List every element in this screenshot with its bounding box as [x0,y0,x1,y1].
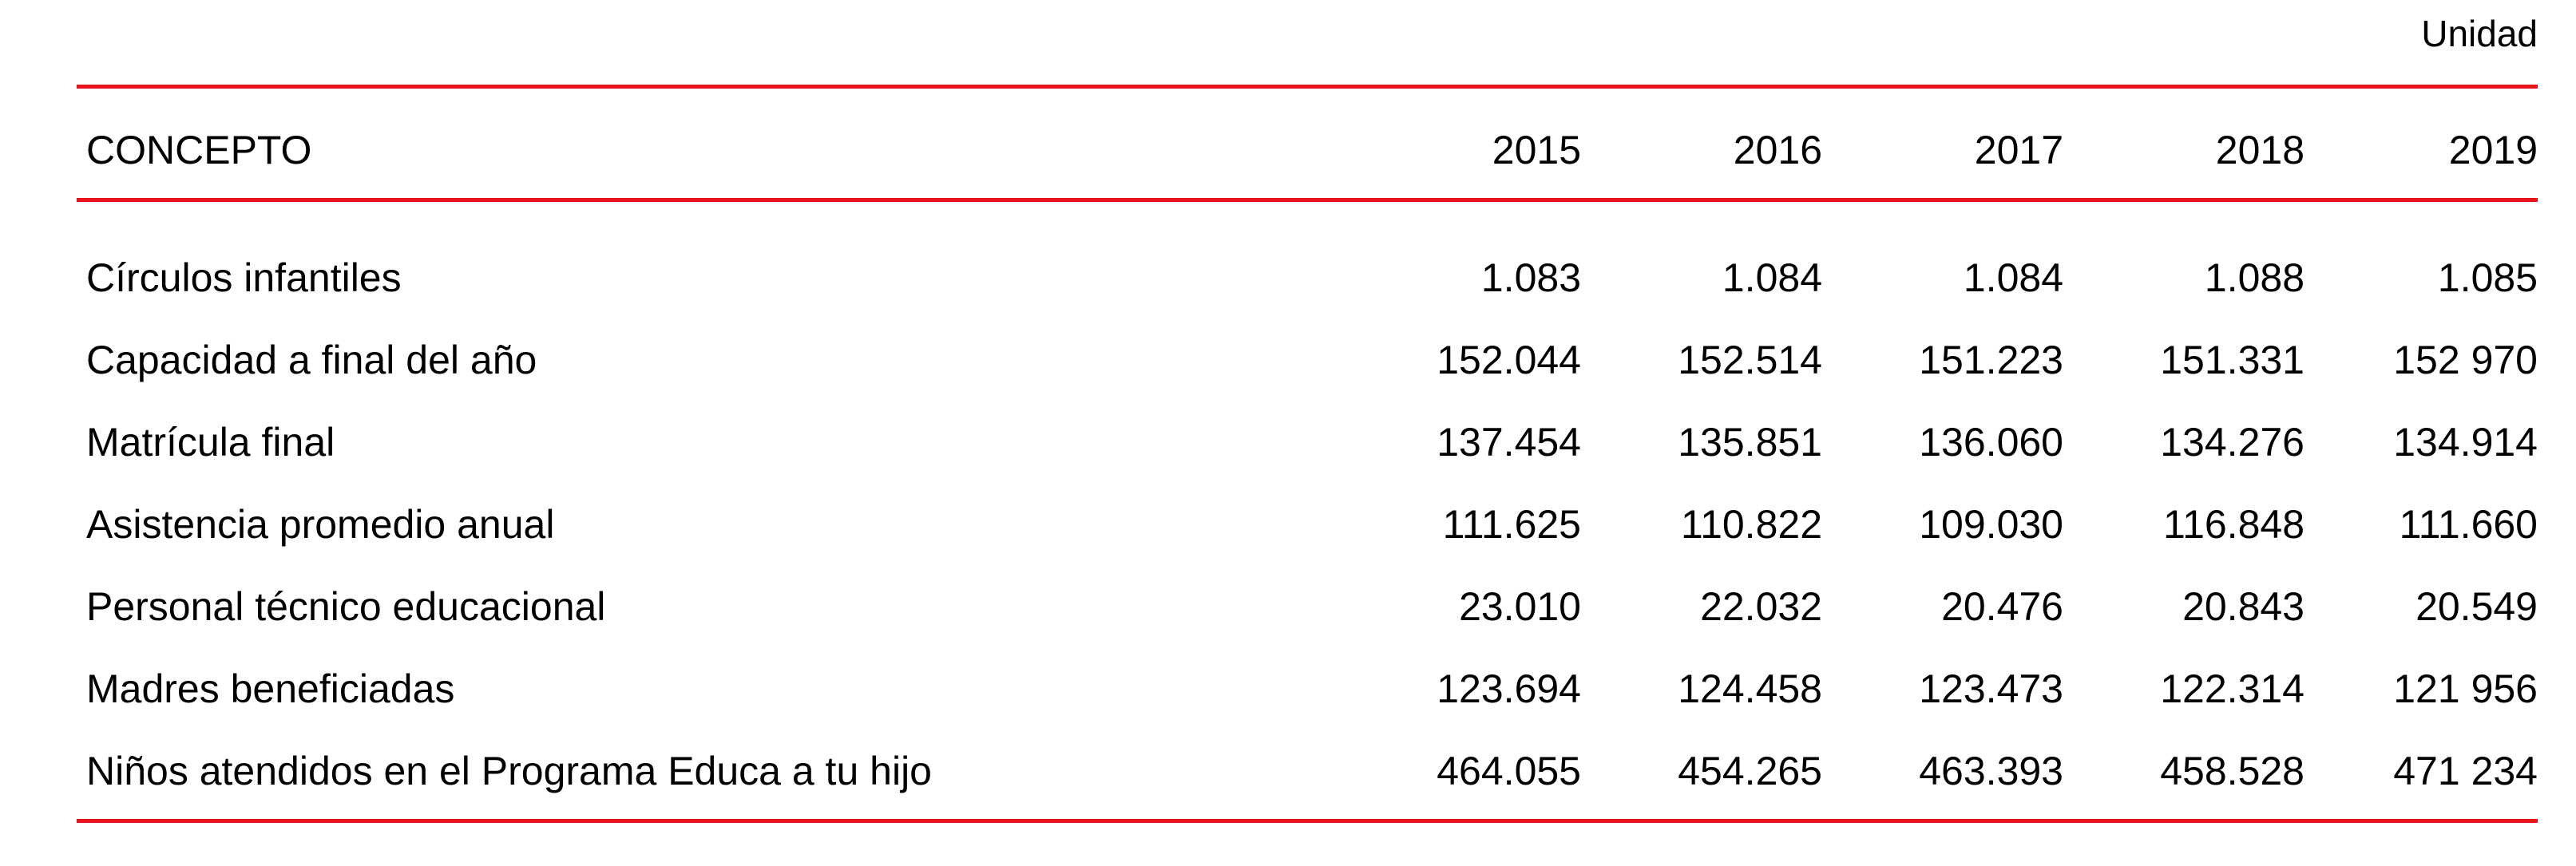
row-concept: Asistencia promedio anual [86,502,555,547]
table-row: Asistencia promedio anual 111.625 110.82… [86,500,2538,548]
bottom-rule [77,819,2538,823]
cell-value: 134.276 [2160,420,2305,465]
cell-value: 136.060 [1919,420,2063,465]
cell-value: 454.265 [1678,749,1822,793]
cell-value: 109.030 [1919,502,2063,547]
unit-label: Unidad [2421,13,2538,54]
cell-value: 116.848 [2162,502,2305,547]
table-row: Personal técnico educacional 23.010 22.0… [86,583,2538,631]
cell-value: 122.314 [2160,666,2305,711]
cell-value: 20.843 [2182,584,2305,629]
row-concept: Círculos infantiles [86,255,402,300]
cell-value: 151.331 [2160,338,2305,382]
cell-value: 458.528 [2160,749,2305,793]
header-year-2017: 2017 [1974,128,2063,172]
cell-value: 134.914 [2393,420,2538,465]
header-year-2016: 2016 [1733,128,1822,172]
cell-value: 1.083 [1480,255,1581,300]
cell-value: 135.851 [1678,420,1822,465]
cell-value: 152.044 [1437,338,1581,382]
cell-value: 1.084 [1722,255,1822,300]
row-concept: Niños atendidos en el Programa Educa a t… [86,749,932,793]
cell-value: 111.660 [2399,502,2538,547]
cell-value: 23.010 [1459,584,1581,629]
cell-value: 22.032 [1700,584,1822,629]
header-year-2018: 2018 [2215,128,2305,172]
cell-value: 123.473 [1919,666,2063,711]
table-row: Capacidad a final del año 152.044 152.51… [86,336,2538,384]
cell-value: 152.514 [1678,338,1822,382]
cell-value: 124.458 [1678,666,1822,711]
cell-value: 20.549 [2415,584,2538,629]
cell-value: 123.694 [1437,666,1581,711]
row-concept: Personal técnico educacional [86,584,606,629]
cell-value: 20.476 [1941,584,2063,629]
header-year-2015: 2015 [1492,128,1581,172]
cell-value: 121 956 [2393,666,2538,711]
row-concept: Capacidad a final del año [86,338,537,382]
cell-value: 471 234 [2393,749,2538,793]
header-concept: CONCEPTO [86,128,312,172]
cell-value: 110.822 [1680,502,1822,547]
cell-value: 1.085 [2437,255,2538,300]
cell-value: 111.625 [1442,502,1581,547]
row-concept: Matrícula final [86,420,335,465]
row-concept: Madres beneficiadas [86,666,455,711]
cell-value: 463.393 [1919,749,2063,793]
table-row: Matrícula final 137.454 135.851 136.060 … [86,418,2538,466]
table-row: Niños atendidos en el Programa Educa a t… [86,747,2538,795]
top-rule [77,85,2538,89]
cell-value: 151.223 [1919,338,2063,382]
header-rule [77,198,2538,202]
cell-value: 1.088 [2204,255,2305,300]
cell-value: 137.454 [1437,420,1581,465]
header-year-2019: 2019 [2448,128,2538,172]
table-row: Madres beneficiadas 123.694 124.458 123.… [86,665,2538,713]
table-row: Círculos infantiles 1.083 1.084 1.084 1.… [86,254,2538,302]
cell-value: 152 970 [2393,338,2538,382]
cell-value: 464.055 [1437,749,1581,793]
cell-value: 1.084 [1963,255,2063,300]
table-header-row: CONCEPTO 2015 2016 2017 2018 2019 [86,126,2538,174]
